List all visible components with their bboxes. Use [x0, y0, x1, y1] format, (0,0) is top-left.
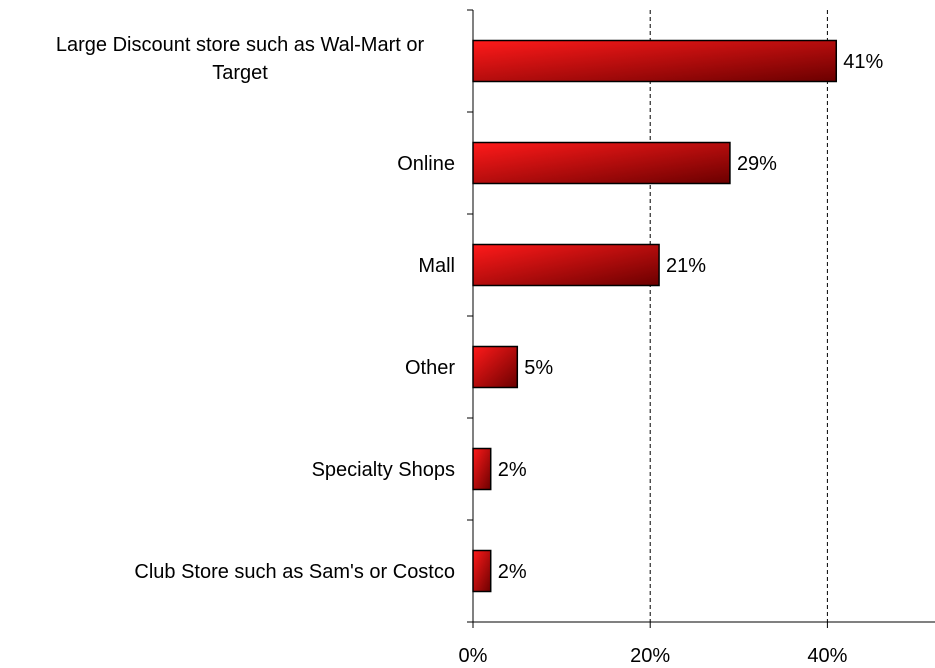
bar-1 [472, 141, 731, 185]
category-label-3: Other [405, 357, 455, 379]
x-tick-label-0: 0% [459, 645, 488, 667]
value-label-4: 2% [498, 459, 527, 481]
category-label-2: Mall [418, 255, 455, 277]
bar-2 [472, 243, 660, 287]
axes [467, 9, 935, 628]
bars [472, 39, 838, 593]
category-label-0-line-1: Target [212, 62, 268, 84]
category-label-5: Club Store such as Sam's or Costco [134, 561, 455, 583]
category-label-0-line-0: Large Discount store such as Wal-Mart or [56, 34, 425, 56]
value-label-2: 21% [666, 255, 706, 277]
bar-3 [472, 345, 519, 389]
bar-4 [472, 447, 492, 491]
bar-5 [472, 549, 492, 593]
value-label-5: 2% [498, 561, 527, 583]
x-tick-label-20: 20% [630, 645, 670, 667]
value-label-0: 41% [843, 51, 883, 73]
category-label-4: Specialty Shops [312, 459, 455, 481]
gridlines [649, 10, 828, 622]
value-label-1: 29% [737, 153, 777, 175]
category-label-1: Online [397, 153, 455, 175]
bar-0 [472, 39, 838, 83]
labels: 41% Large Discount store such as Wal-Mart… [56, 34, 884, 667]
x-tick-label-40: 40% [807, 645, 847, 667]
value-label-3: 5% [524, 357, 553, 379]
